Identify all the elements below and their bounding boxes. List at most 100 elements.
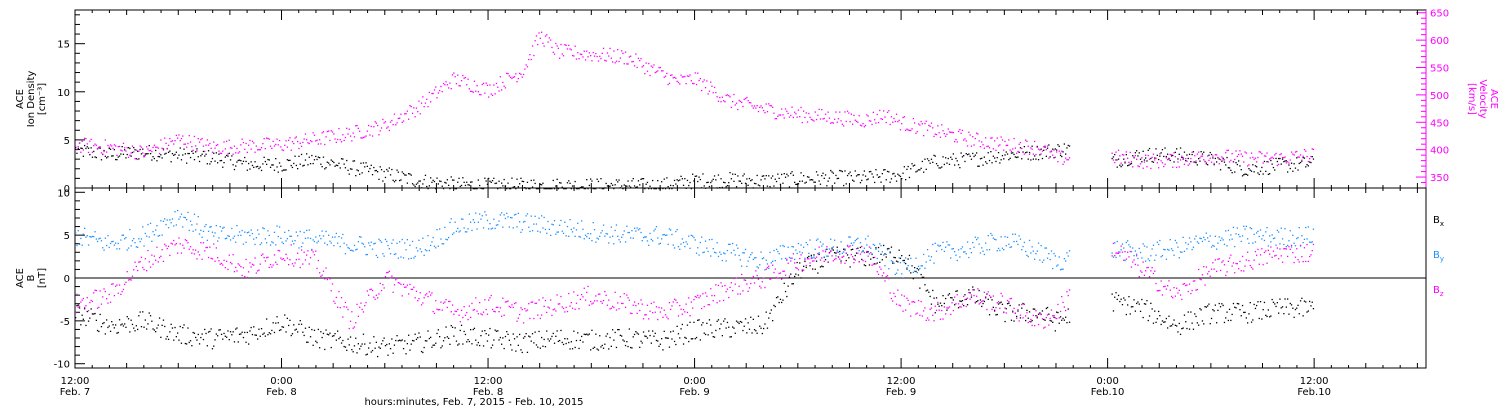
data-point <box>1151 156 1153 159</box>
data-point <box>84 308 86 310</box>
data-point <box>143 326 145 328</box>
data-point <box>344 167 347 169</box>
data-point <box>954 164 956 166</box>
data-point <box>688 184 690 187</box>
data-point <box>845 120 847 123</box>
data-point <box>919 314 921 316</box>
data-point <box>1022 302 1024 305</box>
data-point <box>510 216 512 219</box>
data-point <box>1178 257 1180 259</box>
data-point <box>1124 259 1126 262</box>
data-point <box>672 244 674 246</box>
data-point <box>182 135 184 137</box>
data-point <box>453 72 455 74</box>
data-point <box>977 237 979 239</box>
data-point <box>473 327 476 329</box>
data-point <box>1221 303 1223 305</box>
data-point <box>933 320 935 322</box>
data-point <box>1249 302 1251 304</box>
data-point <box>848 246 850 248</box>
data-point <box>397 117 399 120</box>
data-point <box>1046 314 1049 316</box>
data-point <box>428 337 430 340</box>
data-point <box>228 339 230 341</box>
data-point <box>950 156 952 158</box>
data-point <box>118 284 121 286</box>
data-point <box>782 299 784 301</box>
data-point <box>164 153 166 155</box>
data-point <box>650 302 652 305</box>
data-point <box>1272 301 1275 303</box>
data-point <box>591 329 593 331</box>
data-point <box>977 288 979 290</box>
data-point <box>1146 300 1148 302</box>
data-point <box>1053 157 1055 159</box>
data-point <box>710 324 712 326</box>
data-point <box>593 188 596 190</box>
data-point <box>187 152 189 155</box>
data-point <box>205 224 207 226</box>
data-point <box>512 306 514 309</box>
data-point <box>571 348 574 350</box>
data-point <box>1296 237 1298 240</box>
data-point <box>1176 325 1178 327</box>
data-point <box>890 178 893 180</box>
data-point <box>1067 294 1069 297</box>
data-point <box>1248 313 1250 315</box>
data-point <box>1169 325 1171 327</box>
data-point <box>1063 143 1065 145</box>
data-point <box>578 308 580 310</box>
data-point <box>690 188 692 190</box>
data-point <box>1305 166 1307 168</box>
data-point <box>846 254 849 256</box>
data-point <box>1310 161 1312 164</box>
data-point <box>328 234 330 236</box>
data-point <box>308 326 310 328</box>
data-point <box>333 300 335 302</box>
data-point <box>1297 156 1299 158</box>
data-point <box>981 305 983 308</box>
data-point <box>260 242 263 244</box>
data-point <box>160 154 162 156</box>
data-point <box>581 186 583 188</box>
data-point <box>531 301 534 303</box>
data-point <box>668 346 671 348</box>
data-point <box>433 344 436 346</box>
data-point <box>673 298 676 300</box>
data-point <box>707 304 709 306</box>
data-point <box>846 110 849 112</box>
data-point <box>787 285 789 287</box>
data-point <box>81 147 83 150</box>
data-point <box>1185 242 1187 244</box>
data-point <box>202 242 205 244</box>
data-point <box>935 163 938 165</box>
data-point <box>525 188 527 190</box>
data-point <box>1232 302 1235 305</box>
data-point <box>695 296 698 298</box>
data-point <box>1039 259 1041 261</box>
data-point <box>268 266 270 269</box>
data-point <box>725 94 727 97</box>
data-point <box>817 253 819 255</box>
data-point <box>653 301 655 303</box>
data-point <box>303 231 305 234</box>
data-point <box>324 143 326 146</box>
data-point <box>414 255 416 258</box>
data-point <box>346 127 348 129</box>
data-point <box>1210 317 1213 320</box>
data-point <box>1270 241 1272 243</box>
data-point <box>95 156 97 159</box>
data-point <box>898 257 900 259</box>
data-point <box>384 276 387 278</box>
data-point <box>710 255 712 257</box>
data-point <box>1168 158 1170 161</box>
data-point <box>315 340 317 342</box>
data-point <box>652 179 654 182</box>
data-point <box>411 288 414 290</box>
data-point <box>946 241 948 243</box>
data-point <box>880 118 882 120</box>
data-point <box>880 245 882 247</box>
data-point <box>1117 251 1120 253</box>
data-point <box>214 260 216 262</box>
data-point <box>207 230 210 232</box>
